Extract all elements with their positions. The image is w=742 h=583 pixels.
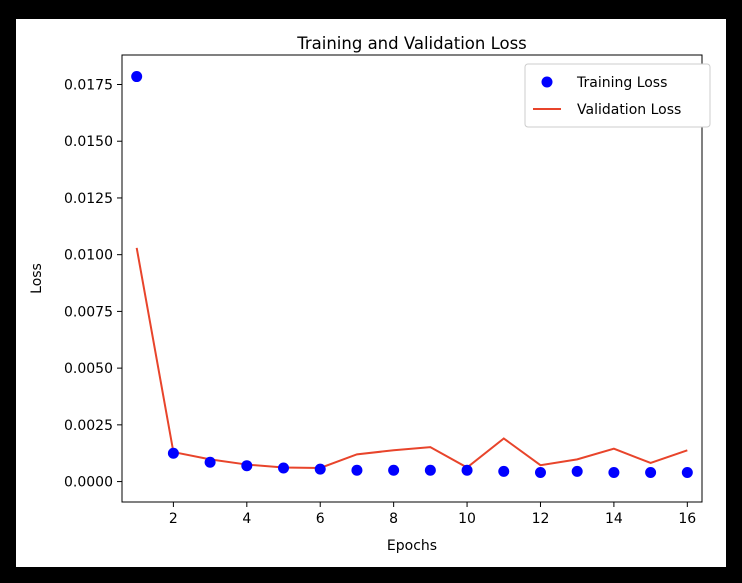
x-tick-label: 12 [532,511,550,527]
x-tick-label: 4 [242,511,251,527]
y-tick-label: 0.0150 [64,134,113,150]
training-loss-point [241,460,253,472]
training-loss-point [571,465,583,477]
validation-loss-line [135,247,688,469]
training-loss-point [608,467,620,479]
legend-box [524,63,711,128]
training-loss-point [681,467,693,479]
x-axis-label: Epochs [387,538,437,554]
x-tick-label: 16 [678,511,696,527]
legend-label: Validation Loss [577,102,681,118]
training-loss-point [461,464,473,476]
legend: Training Loss Validation Loss [524,63,711,128]
y-tick-label: 0.0125 [64,191,113,207]
y-tick-label: 0.0075 [64,304,113,320]
training-loss-point [351,464,363,476]
x-tick-label: 14 [605,511,623,527]
y-tick-label: 0.0050 [64,361,113,377]
x-tick-label: 10 [458,511,476,527]
y-tick-label: 0.0000 [64,475,113,491]
training-loss-point [131,71,143,83]
plot-area: 2 4 6 8 10 12 14 16 0.0000 0.0025 0.0050 0.0075 0.01… [64,54,703,527]
training-loss-point [167,447,179,459]
training-loss-point [278,462,290,474]
training-loss-point [314,463,326,475]
training-loss-point [424,464,436,476]
training-loss-point [388,464,400,476]
x-tick-label: 6 [316,511,325,527]
y-tick-label: 0.0175 [64,77,113,93]
x-tick-label: 2 [169,511,178,527]
y-tick-label: 0.0100 [64,248,113,264]
figure-canvas: Training and Validation Loss 2 4 6 8 10 12 14 1… [16,19,726,567]
legend-label: Training Loss [576,75,667,91]
legend-marker-training [541,76,553,88]
training-loss-point [204,456,216,468]
training-loss-point [498,465,510,477]
plot-frame [121,54,703,503]
y-axis-label: Loss [29,263,45,294]
chart-title: Training and Validation Loss [296,34,527,53]
x-tick-label: 8 [389,511,398,527]
y-tick-label: 0.0025 [64,418,113,434]
training-loss-point [645,467,657,479]
loss-chart: Training and Validation Loss 2 4 6 8 10 12 14 1… [29,34,711,554]
training-loss-point [534,467,546,479]
